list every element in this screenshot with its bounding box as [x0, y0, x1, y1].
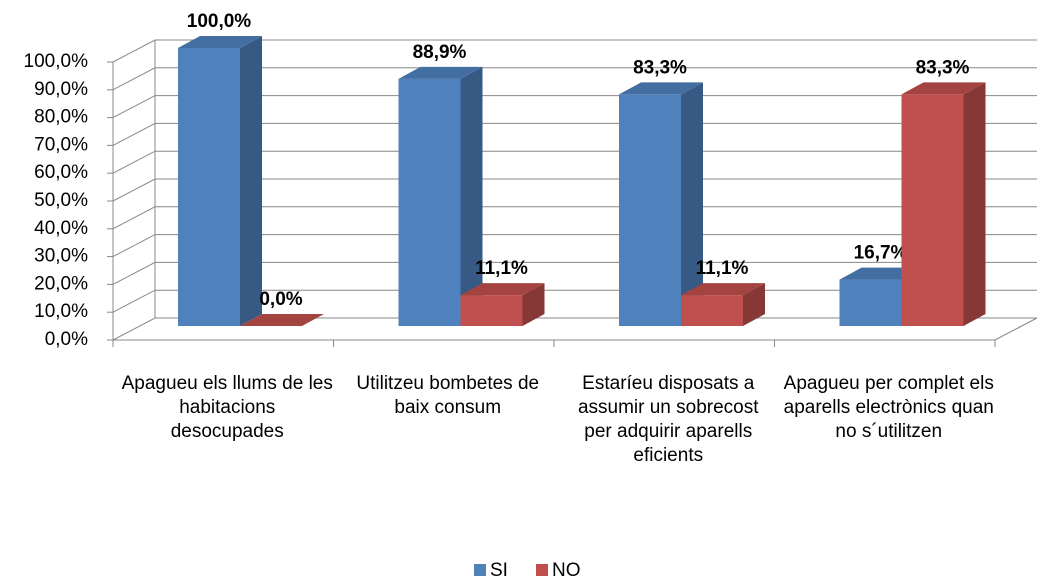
- bar-top: [681, 283, 765, 296]
- grid-line: [112, 95, 1037, 119]
- y-tick-label: 90,0%: [34, 79, 88, 100]
- grid-line: [112, 234, 1037, 258]
- grid-line: [112, 150, 1037, 174]
- bar-side: [681, 82, 703, 327]
- bar-top: [398, 66, 483, 79]
- bar-front: [460, 295, 523, 326]
- data-label: 83,3%: [633, 57, 687, 78]
- bar-side: [743, 283, 765, 326]
- bar-front: [178, 48, 240, 326]
- bar-top: [460, 283, 545, 296]
- grid-line: [112, 261, 1037, 285]
- y-tick-label: 50,0%: [34, 190, 88, 211]
- grid-line: [112, 206, 1037, 230]
- bar-top: [901, 82, 986, 95]
- grid-line: [112, 178, 1037, 202]
- floor-line: [994, 317, 1038, 341]
- bar-front: [619, 94, 681, 327]
- bar-side: [522, 283, 545, 326]
- grid-line: [112, 67, 1037, 91]
- data-label: 11,1%: [696, 258, 749, 279]
- bar-front: [398, 78, 461, 326]
- data-label: 11,1%: [475, 258, 528, 279]
- y-tick-label: 30,0%: [34, 246, 88, 267]
- data-label: 0,0%: [259, 289, 302, 310]
- bar-top: [619, 82, 703, 95]
- bar-front: [901, 94, 964, 327]
- y-tick-label: 80,0%: [34, 107, 88, 128]
- legend-swatch: [474, 564, 486, 576]
- bar-side: [240, 36, 262, 326]
- bar-front: [681, 295, 743, 326]
- data-label: 16,7%: [854, 243, 908, 264]
- y-tick-label: 20,0%: [34, 273, 88, 294]
- y-tick-label: 100,0%: [24, 51, 89, 72]
- data-label: 83,3%: [916, 57, 970, 78]
- y-tick-label: 60,0%: [34, 162, 88, 183]
- x-tick-label: Estaríeu disposats a assumir un sobrecos…: [577, 373, 759, 466]
- y-tick-label: 70,0%: [34, 134, 88, 155]
- y-tick-label: 10,0%: [34, 301, 88, 322]
- grid-line: [112, 122, 1037, 146]
- x-tick-label: Apagueu els llums de les habitacions des…: [121, 373, 333, 442]
- bar-side: [963, 82, 986, 327]
- x-tick-label: Apagueu per complet els aparells electrò…: [783, 373, 994, 442]
- bar-top: [240, 314, 324, 326]
- legend-label: SI: [490, 560, 508, 581]
- grid-line: [112, 39, 1037, 63]
- y-tick-label: 0,0%: [45, 329, 88, 350]
- bar-top: [178, 36, 262, 48]
- x-tick-label: Utilitzeu bombetes de baix consum: [356, 373, 540, 418]
- data-label: 88,9%: [413, 42, 467, 63]
- legend-swatch: [536, 564, 548, 576]
- legend-label: NO: [552, 560, 581, 581]
- data-label: 100,0%: [187, 11, 252, 32]
- bar-side: [460, 66, 483, 326]
- y-tick-label: 40,0%: [34, 218, 88, 239]
- bar-front: [839, 279, 902, 326]
